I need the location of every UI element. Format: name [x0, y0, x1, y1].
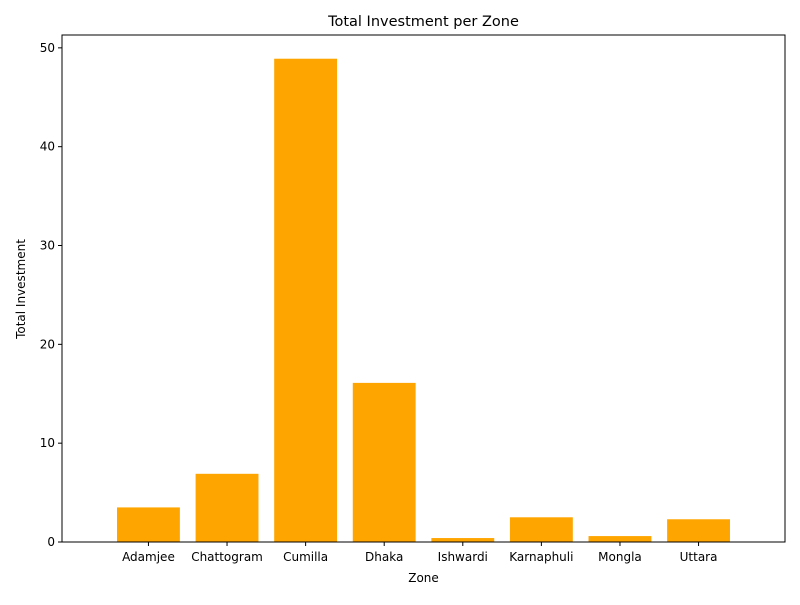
plot-frame [61, 34, 786, 543]
x-tick-label: Adamjee [122, 550, 175, 564]
x-tick-label: Mongla [598, 550, 642, 564]
chart-title: Total Investment per Zone [327, 14, 519, 30]
bar-adamjee [117, 507, 180, 542]
y-tick-label: 0 [47, 535, 55, 549]
bar-mongla [588, 536, 652, 542]
y-axis-ticks: 0 10 20 30 40 50 [40, 41, 62, 549]
bar-dhaka [352, 382, 416, 542]
bars-group [117, 58, 730, 542]
y-tick-label: 10 [40, 436, 55, 450]
x-tick-label: Ishwardi [438, 550, 488, 564]
bar-karnaphuli [509, 517, 573, 542]
bar-cumilla [274, 58, 338, 542]
y-tick-label: 50 [40, 41, 55, 55]
x-tick-label: Dhaka [365, 550, 403, 564]
x-tick-label: Cumilla [283, 550, 328, 564]
x-tick-label: Uttara [680, 550, 718, 564]
bar-ishwardi [431, 538, 495, 542]
x-tick-label: Chattogram [191, 550, 263, 564]
y-tick-label: 30 [40, 239, 55, 253]
y-axis-label: Total Investment [14, 239, 28, 340]
bar-chattogram [195, 473, 259, 542]
x-axis-ticks: Adamjee Chattogram Cumilla Dhaka Ishwardi Kar… [122, 542, 717, 564]
x-axis-label: Zone [408, 571, 439, 585]
y-tick-label: 20 [40, 337, 55, 351]
y-tick-label: 40 [40, 140, 55, 154]
bar-uttara [667, 519, 730, 542]
x-tick-label: Karnaphuli [509, 550, 573, 564]
